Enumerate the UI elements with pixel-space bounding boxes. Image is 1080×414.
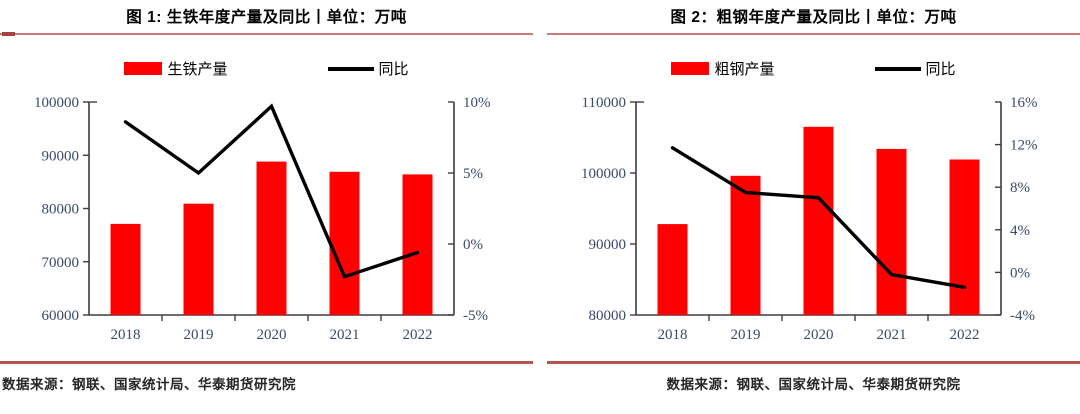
- yoy-line: [670, 146, 967, 290]
- y-axis-tick-label: 80000: [589, 308, 627, 324]
- y2-axis-tick-label: 10%: [463, 95, 491, 111]
- x-axis-category-label: 2018: [658, 327, 688, 343]
- legend-label-yoy: 同比: [925, 61, 956, 78]
- chart-legend: 生铁产量 同比: [0, 58, 533, 79]
- y2-axis-tick-label: 4%: [1010, 223, 1030, 239]
- figure-title: 图 2：粗钢年度产量及同比丨单位：万吨: [670, 9, 957, 26]
- y-axis-tick-label: 100000: [34, 95, 79, 111]
- bar-2018: [657, 224, 688, 315]
- y2-axis-tick-label: 8%: [1010, 180, 1030, 196]
- bar-series-swatch-icon: [124, 62, 163, 75]
- x-axis-category-label: 2022: [403, 327, 433, 343]
- figure-pig-iron: 图 1: 生铁年度产量及同比丨单位：万吨 生铁产量 同比 60000 70000 8…: [0, 0, 533, 414]
- crude-steel-chart-canvas: 80000 90000 100000 110000 -4% 0% 4% 8% 12% 16% 201…: [581, 95, 1038, 343]
- legend-label-production: 粗钢产量: [714, 61, 775, 78]
- data-source-note: 数据来源：钢联、国家统计局、华泰期货研究院: [666, 377, 961, 392]
- legend-label-yoy: 同比: [378, 61, 409, 78]
- bar-2019: [183, 203, 214, 315]
- bar-2021: [329, 171, 360, 315]
- figure-title: 图 1: 生铁年度产量及同比丨单位：万吨: [126, 9, 407, 26]
- x-axis-category-label: 2018: [111, 327, 141, 343]
- x-axis-category-label: 2019: [731, 327, 761, 343]
- legend-item-yoy: 同比: [874, 58, 956, 79]
- legend-item-production: 粗钢产量: [671, 58, 775, 79]
- bar-2018: [110, 223, 141, 315]
- y-axis-tick-label: 90000: [589, 237, 627, 253]
- yoy-line: [123, 103, 420, 279]
- y-axis-tick-label: 90000: [42, 148, 80, 164]
- x-axis-category-label: 2019: [184, 327, 214, 343]
- y-axis-tick-label: 80000: [42, 202, 80, 218]
- y-axis-tick-label: 70000: [42, 255, 80, 271]
- pig-iron-chart-canvas: 60000 70000 80000 90000 100000 -5% 0% 5% 10% 2018…: [34, 95, 491, 343]
- x-axis-category-label: 2020: [804, 327, 834, 343]
- bottom-divider: [0, 361, 533, 364]
- bottom-divider: [547, 361, 1080, 364]
- x-axis-category-label: 2021: [877, 327, 907, 343]
- x-axis-category-label: 2021: [330, 327, 360, 343]
- bar-series-swatch-icon: [671, 62, 710, 75]
- y-axis-tick-label: 110000: [582, 95, 626, 111]
- y2-axis-tick-label: -4%: [1010, 308, 1035, 324]
- y-axis-tick-label: 60000: [42, 308, 80, 324]
- y2-axis-tick-label: 5%: [463, 166, 483, 182]
- y2-axis-tick-label: 0%: [1010, 265, 1030, 281]
- chart-legend: 粗钢产量 同比: [547, 58, 1080, 79]
- legend-item-yoy: 同比: [327, 58, 409, 79]
- title-divider: [547, 33, 1080, 35]
- legend-item-production: 生铁产量: [124, 58, 228, 79]
- figure-crude-steel: 图 2：粗钢年度产量及同比丨单位：万吨 粗钢产量 同比 80000 90000 10…: [547, 0, 1080, 414]
- bar-2021: [876, 148, 907, 315]
- data-source-note: 数据来源：钢联、国家统计局、华泰期货研究院: [2, 377, 296, 392]
- bar-2022: [402, 174, 433, 315]
- y2-axis-tick-label: 0%: [463, 237, 483, 253]
- x-axis-category-label: 2022: [950, 327, 980, 343]
- y2-axis-tick-label: 12%: [1010, 138, 1038, 154]
- x-axis-category-label: 2020: [257, 327, 287, 343]
- y2-axis-tick-label: 16%: [1010, 95, 1038, 111]
- line-series-swatch-icon: [874, 66, 921, 71]
- bar-2020: [803, 126, 834, 315]
- bar-2020: [256, 161, 287, 315]
- y-axis-tick-label: 100000: [581, 166, 626, 182]
- bar-2019: [730, 175, 761, 315]
- title-divider: [0, 32, 533, 36]
- bar-2022: [949, 159, 980, 315]
- legend-label-production: 生铁产量: [167, 61, 228, 78]
- y2-axis-tick-label: -5%: [463, 308, 488, 324]
- line-series-swatch-icon: [327, 66, 374, 71]
